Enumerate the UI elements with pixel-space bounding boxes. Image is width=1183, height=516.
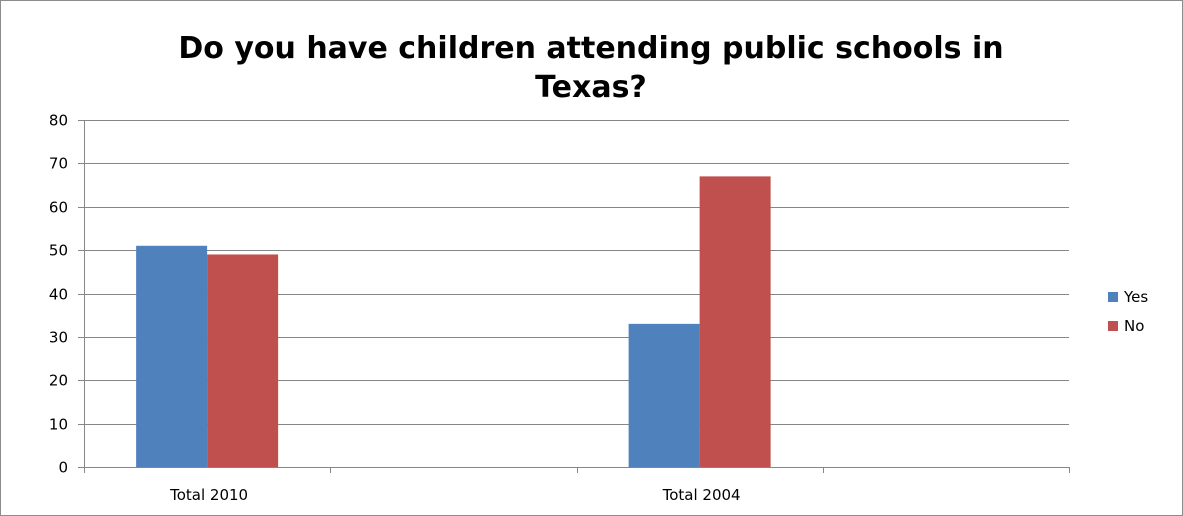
bar-yes-0 — [136, 245, 208, 467]
bars — [136, 176, 771, 467]
y-tick-label: 20 — [49, 372, 68, 390]
y-tick-label: 70 — [49, 155, 68, 173]
chart-title-line-2: Texas? — [535, 70, 647, 105]
legend-swatch — [1108, 321, 1118, 331]
legend: Yes No — [1108, 288, 1148, 335]
x-tick-label: Total 2004 — [662, 486, 741, 504]
x-tick-labels: Total 2010 Total 2004 — [169, 486, 740, 504]
legend-item-no: No — [1108, 317, 1144, 335]
legend-label: No — [1124, 317, 1144, 335]
y-tick-label: 50 — [49, 242, 68, 260]
legend-swatch — [1108, 292, 1118, 302]
chart-title-line-1: Do you have children attending public sc… — [178, 31, 1003, 66]
legend-item-yes: Yes — [1108, 288, 1148, 306]
chart-title: Do you have children attending public sc… — [178, 31, 1003, 105]
y-tick-label: 40 — [49, 286, 68, 304]
y-tick-label: 30 — [49, 329, 68, 347]
y-tick-label: 80 — [49, 112, 68, 130]
bar-yes-1 — [628, 323, 700, 467]
axes — [78, 120, 1070, 473]
bar-no-0 — [207, 254, 279, 467]
bar-no-1 — [699, 176, 771, 467]
y-tick-label: 60 — [49, 199, 68, 217]
y-tick-labels: 0 10 20 30 40 50 60 70 80 — [49, 112, 68, 477]
y-tick-label: 0 — [58, 459, 68, 477]
legend-label: Yes — [1123, 288, 1148, 306]
y-tick-label: 10 — [49, 416, 68, 434]
x-tick-label: Total 2010 — [169, 486, 248, 504]
